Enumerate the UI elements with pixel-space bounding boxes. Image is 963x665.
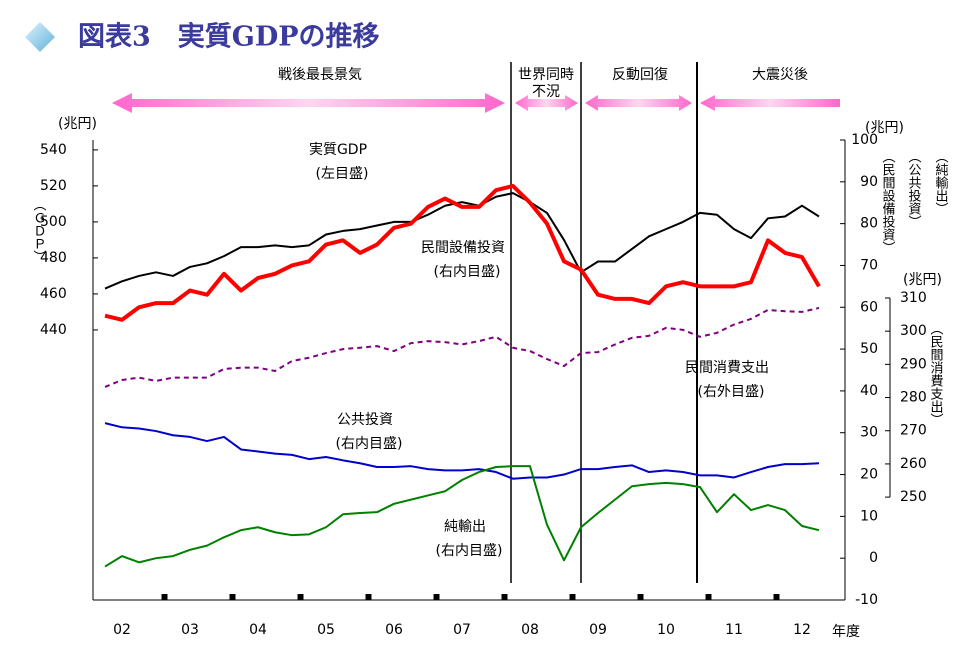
period-arrows (112, 93, 840, 113)
year-marker (501, 594, 508, 600)
series-label: 民間消費支出 (685, 360, 769, 376)
period-label: 世界同時 (518, 67, 574, 83)
series-line (104, 306, 820, 388)
year-marker (161, 594, 168, 600)
period-label: 大震災後 (752, 67, 808, 83)
year-marker (433, 594, 440, 600)
period-label: 不況 (532, 84, 560, 100)
series-line (104, 192, 820, 290)
y3-tick-label: 310 (900, 290, 927, 306)
y2-tick-label: 70 (860, 257, 878, 273)
y2-tick-label: 60 (860, 299, 878, 315)
y3-tick-label: 260 (900, 456, 927, 472)
year-marker (637, 594, 644, 600)
year-marker (569, 594, 576, 600)
series-note: (右内目盛) (436, 543, 503, 559)
year-marker (773, 594, 780, 600)
y2-tick-label: 40 (860, 383, 878, 399)
y-tick-label: 540 (40, 142, 67, 158)
y3-unit: (兆円) (903, 272, 942, 288)
series-label: 公共投資 (337, 412, 393, 428)
x-tick-label: 07 (453, 622, 471, 638)
year-marker (297, 594, 304, 600)
y2-tick-label: 90 (860, 174, 878, 190)
y-tick-label: 500 (40, 214, 67, 230)
period-label: 反動回復 (612, 66, 668, 83)
year-marker (705, 594, 712, 600)
y2-tick-label: -10 (855, 592, 878, 608)
series-line (104, 422, 820, 480)
y-tick-label: 440 (40, 322, 67, 338)
series-note: (左目盛) (316, 166, 369, 182)
x-tick-label: 12 (793, 622, 811, 638)
x-tick-label: 02 (113, 622, 131, 638)
arrow (112, 93, 505, 113)
x-tick-label: 06 (385, 622, 403, 638)
arrow (515, 95, 578, 111)
y3-tick-label: 250 (900, 489, 927, 505)
axes (92, 140, 846, 601)
series-label: 民間設備投資 (421, 240, 505, 256)
x-label: 年度 (832, 624, 860, 640)
y2-unit: (兆円) (865, 120, 904, 136)
x-tick-label: 08 (521, 622, 539, 638)
x-tick-label: 11 (725, 622, 743, 638)
y3-tick-label: 270 (900, 423, 927, 439)
year-marker (229, 594, 236, 600)
series-line (104, 184, 821, 322)
y-tick-label: 480 (40, 250, 67, 266)
title-icon (25, 22, 55, 52)
arrow (585, 95, 692, 111)
y2-tick-label: 30 (860, 425, 878, 441)
series-note: (右内目盛) (434, 264, 501, 280)
x-tick-label: 10 (657, 622, 675, 638)
y-tick-label: 520 (40, 178, 67, 194)
y2-tick-label: 20 (860, 467, 878, 483)
year-marker (365, 594, 372, 600)
series-line (104, 465, 820, 568)
x-tick-label: 04 (249, 622, 267, 638)
y-unit: (兆円) (58, 116, 97, 132)
period-label: 戦後最長景気 (278, 67, 362, 83)
x-tick-label: 05 (317, 622, 335, 638)
chart-title: 図表3 実質GDPの推移 (78, 21, 380, 53)
y2-tick-label: 50 (860, 341, 878, 357)
axis-title: （民間設備投資） (880, 150, 896, 254)
axis-title: （純輸出） (933, 150, 949, 215)
x-tick-label: 03 (181, 622, 199, 638)
axis-title: （民間消費支出） (928, 322, 944, 426)
y2-tick-label: 10 (860, 508, 878, 524)
y2-tick-label: 0 (869, 550, 878, 566)
y3-tick-label: 290 (900, 356, 927, 372)
period-dividers (510, 62, 698, 583)
y2-tick-label: 80 (860, 216, 878, 232)
series-note: (右外目盛) (698, 384, 765, 400)
series-note: (右内目盛) (336, 436, 403, 452)
x-tick-label: 09 (589, 622, 607, 638)
arrow (700, 95, 840, 111)
y3-tick-label: 300 (900, 323, 927, 339)
series-label: 純輸出 (444, 519, 486, 535)
series-label: 実質GDP (309, 142, 367, 158)
y2-tick-label: 100 (851, 132, 878, 148)
y-title: （ＧＤＰ） (31, 198, 47, 263)
axis-title: （公共投資） (906, 150, 922, 228)
y-tick-label: 460 (40, 286, 67, 302)
y3-tick-label: 280 (900, 390, 927, 406)
